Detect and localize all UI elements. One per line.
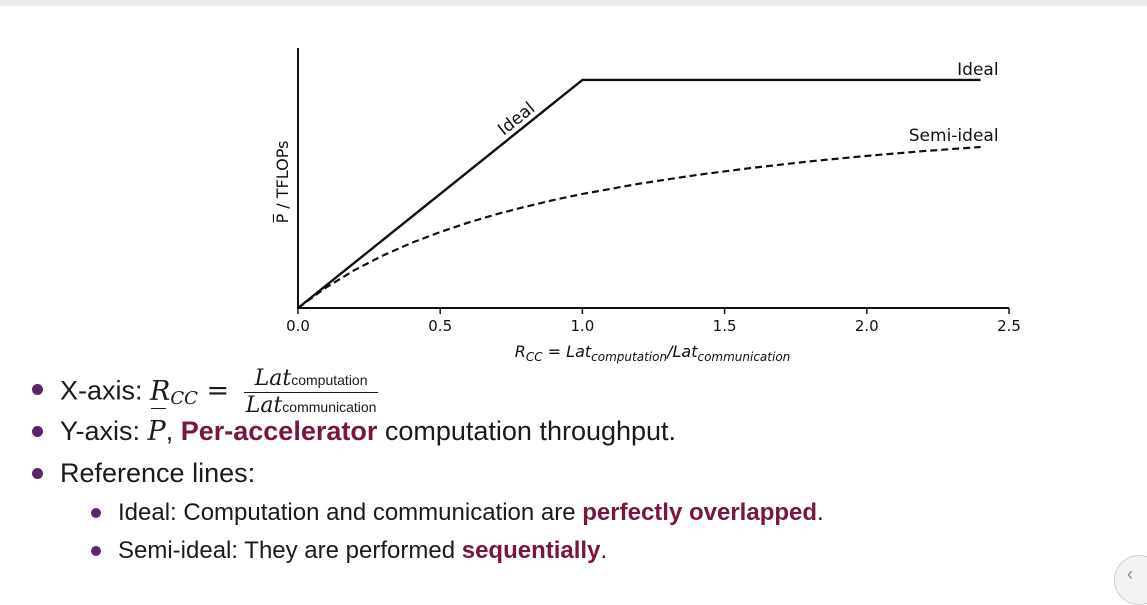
xlabel-slash: / <box>665 342 674 361</box>
semi-pre: Semi-ideal: They are performed <box>118 537 462 564</box>
slide-nav-button[interactable]: ‹ <box>1114 555 1147 605</box>
subbullet-dot <box>91 508 101 518</box>
fraction-denominator: Latcommunication <box>244 393 379 417</box>
series-line-semi-ideal <box>297 145 981 309</box>
sequentially-highlight: sequentially <box>461 537 601 564</box>
x-tick-label: 2.5 <box>997 317 1021 335</box>
den-lat: Lat <box>245 393 283 418</box>
top-bar <box>0 0 1147 6</box>
xlabel-r: R <box>515 342 526 361</box>
bullet-dot <box>32 426 43 437</box>
bullet-y-axis: Y-axis: P, Per-accelerator computation t… <box>28 408 1108 453</box>
ideal-post: . <box>817 499 824 526</box>
rcc-sub: CC <box>170 387 198 409</box>
x-tick-label: 2.0 <box>855 317 879 335</box>
semi-ideal-label: Semi-ideal <box>909 126 999 146</box>
reference-lines-text: Reference lines: <box>60 458 256 488</box>
num-lat: Lat <box>254 366 292 391</box>
subbullet-semi-ideal: Semi-ideal: They are performed sequentia… <box>28 532 1108 570</box>
num-sub: computation <box>291 372 368 388</box>
equals-sign: = <box>197 375 238 407</box>
den-sub: communication <box>282 399 377 415</box>
bullet-reference-lines: Reference lines: <box>28 452 1108 494</box>
fraction-numerator: Latcomputation <box>243 366 379 393</box>
rcc-base: R <box>150 375 171 407</box>
ideal-end-label: Ideal <box>957 60 998 80</box>
x-axis-label: RCC = Latcomputation/Latcommunication <box>515 342 791 364</box>
y-axis-rest: computation throughput. <box>377 416 677 446</box>
xlabel-sub1: computation <box>591 350 667 364</box>
y-axis-comma: , <box>165 416 181 446</box>
xlabel-lat2: Lat <box>672 342 698 361</box>
x-ticks: 0.0 0.5 1.0 1.5 2.0 2.5 <box>286 308 1021 335</box>
x-axis-prefix: X-axis: <box>60 375 151 406</box>
bullet-x-axis: X-axis: RCC = Latcomputation Latcommunica… <box>28 368 1108 417</box>
x-tick-label: 1.5 <box>713 317 737 335</box>
rcc-symbol: RCC <box>150 375 198 409</box>
xlabel-lat1: Lat <box>566 342 592 361</box>
y-axis-prefix: Y-axis: <box>60 416 148 446</box>
semi-post: . <box>600 537 608 564</box>
perfectly-overlapped-highlight: perfectly overlapped <box>582 499 818 526</box>
x-tick-label: 0.5 <box>428 317 452 335</box>
throughput-chart: 0.0 0.5 1.0 1.5 2.0 2.5 Ideal Ideal Semi-idea… <box>273 48 1021 364</box>
x-tick-label: 1.0 <box>570 317 594 335</box>
bullet-list: X-axis: RCC = Latcomputation Latcommunica… <box>28 368 1108 570</box>
subbullet-dot <box>91 546 101 556</box>
series-group <box>297 78 981 309</box>
series-line-ideal <box>297 78 981 309</box>
xlabel-sub2: communication <box>697 350 790 364</box>
x-tick-label: 0.0 <box>286 317 310 335</box>
bullet-dot <box>32 384 43 395</box>
xlabel-eq: = <box>543 342 567 361</box>
per-accelerator-highlight: Per-accelerator <box>180 416 378 446</box>
ideal-pre: Ideal: Computation and communication are <box>118 499 583 526</box>
latency-fraction: Latcomputation Latcommunication <box>243 366 379 417</box>
p-bar-symbol: P <box>148 408 166 453</box>
y-axis-label: P̅ / TFLOPs <box>273 141 292 224</box>
bullet-dot <box>32 468 43 479</box>
xlabel-r-sub: CC <box>526 350 543 364</box>
subbullet-ideal: Ideal: Computation and communication are… <box>28 494 1108 532</box>
nav-arrow-icon: ‹ <box>1127 564 1133 584</box>
